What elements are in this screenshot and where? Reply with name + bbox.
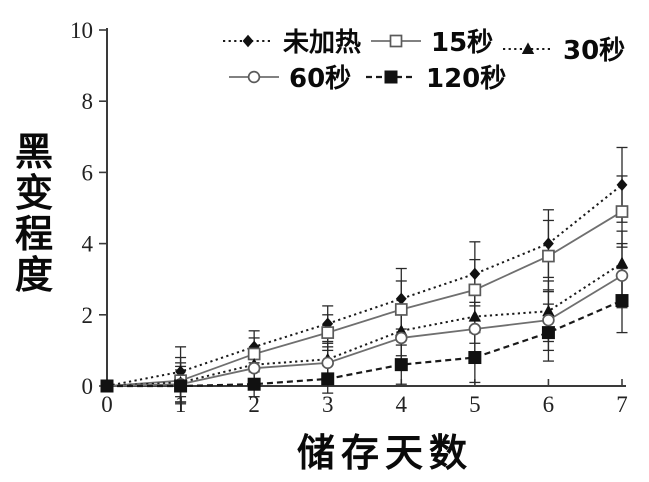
x-tick-label: 6 [543, 392, 555, 417]
x-axis-title: 储存天数 [297, 431, 474, 475]
triangle-marker-icon [615, 256, 629, 269]
legend-label: 30秒 [563, 36, 626, 66]
legend-sample-triangle-icon [503, 41, 553, 54]
series-markers-4 [100, 294, 629, 393]
diamond-marker-icon [616, 178, 628, 192]
y-tick-label: 8 [82, 89, 94, 114]
y-axis-title-char: 变 [14, 171, 53, 215]
triangle-marker-icon [542, 304, 555, 317]
series-line-2 [106, 262, 623, 387]
open-circle-marker-icon [247, 70, 261, 83]
legend-sample-open-square-icon [371, 34, 421, 47]
y-tick-label: 4 [82, 232, 94, 257]
y-axis-title: 黑变程度 [12, 132, 56, 296]
open-square-marker-icon [389, 34, 403, 47]
y-tick-label: 10 [70, 18, 93, 43]
x-tick-label: 5 [469, 392, 481, 417]
open-square-marker-icon [542, 249, 555, 263]
legend-item-120s: 120秒 [365, 58, 506, 95]
series-line-3 [106, 274, 623, 387]
filled-square-marker-icon [384, 70, 398, 83]
legend-label: 15秒 [431, 28, 494, 58]
filled-square-marker-icon [100, 379, 114, 393]
open-square-marker-icon [394, 303, 408, 316]
x-tick-label: 2 [248, 392, 260, 417]
x-tick-label: 7 [616, 392, 628, 417]
open-circle-marker-icon [542, 313, 555, 327]
legend-item-60s: 60秒 [228, 58, 351, 95]
y-tick-label: 2 [82, 303, 94, 328]
legend-item-30s: 30秒 [502, 30, 625, 67]
diamond-marker-icon [543, 237, 554, 250]
x-tick-label: 1 [175, 392, 187, 417]
legend-label: 60秒 [289, 64, 352, 94]
open-square-marker-icon [615, 205, 629, 218]
open-circle-marker-icon [247, 361, 261, 375]
open-square-marker-icon [468, 283, 482, 297]
open-square-marker-icon [247, 347, 261, 361]
filled-square-marker-icon [615, 294, 629, 308]
filled-square-marker-icon [394, 358, 408, 372]
y-axis-title-char: 度 [14, 253, 53, 297]
open-circle-marker-icon [395, 331, 408, 345]
open-circle-marker-icon [468, 322, 482, 336]
series-line-1 [106, 210, 623, 387]
x-tick-label: 3 [322, 392, 334, 417]
diamond-marker-icon [322, 317, 334, 330]
x-tick-label: 0 [101, 392, 113, 417]
filled-square-marker-icon [541, 326, 555, 340]
filled-square-marker-icon [174, 379, 188, 393]
legend-sample-open-circle-icon [229, 70, 279, 83]
y-axis-title-char: 黑 [14, 130, 53, 174]
diamond-marker-icon [469, 267, 481, 281]
legend-label: 120秒 [426, 64, 507, 94]
filled-square-marker-icon [247, 377, 261, 391]
series-line-4 [107, 299, 623, 388]
triangle-marker-icon [468, 309, 482, 322]
open-circle-marker-icon [615, 269, 629, 282]
y-tick-label: 0 [82, 374, 94, 399]
filled-square-marker-icon [468, 351, 482, 365]
y-axis-title-char: 程 [14, 212, 53, 256]
filled-square-marker-icon [321, 372, 335, 386]
legend-sample-filled-square-icon [366, 70, 416, 83]
diamond-marker-icon [395, 292, 407, 305]
legend-item-unheated: 未加热 [222, 22, 361, 59]
triangle-marker-icon [521, 41, 535, 54]
legend-label: 未加热 [283, 28, 362, 58]
open-circle-marker-icon [321, 356, 334, 370]
diamond-marker-icon [242, 34, 254, 47]
y-tick-label: 6 [82, 160, 94, 185]
x-tick-label: 4 [396, 392, 408, 417]
legend-item-15s: 15秒 [370, 22, 493, 59]
open-square-marker-icon [321, 326, 335, 339]
legend-sample-diamond-icon [223, 34, 273, 47]
series-line-0 [106, 184, 623, 387]
